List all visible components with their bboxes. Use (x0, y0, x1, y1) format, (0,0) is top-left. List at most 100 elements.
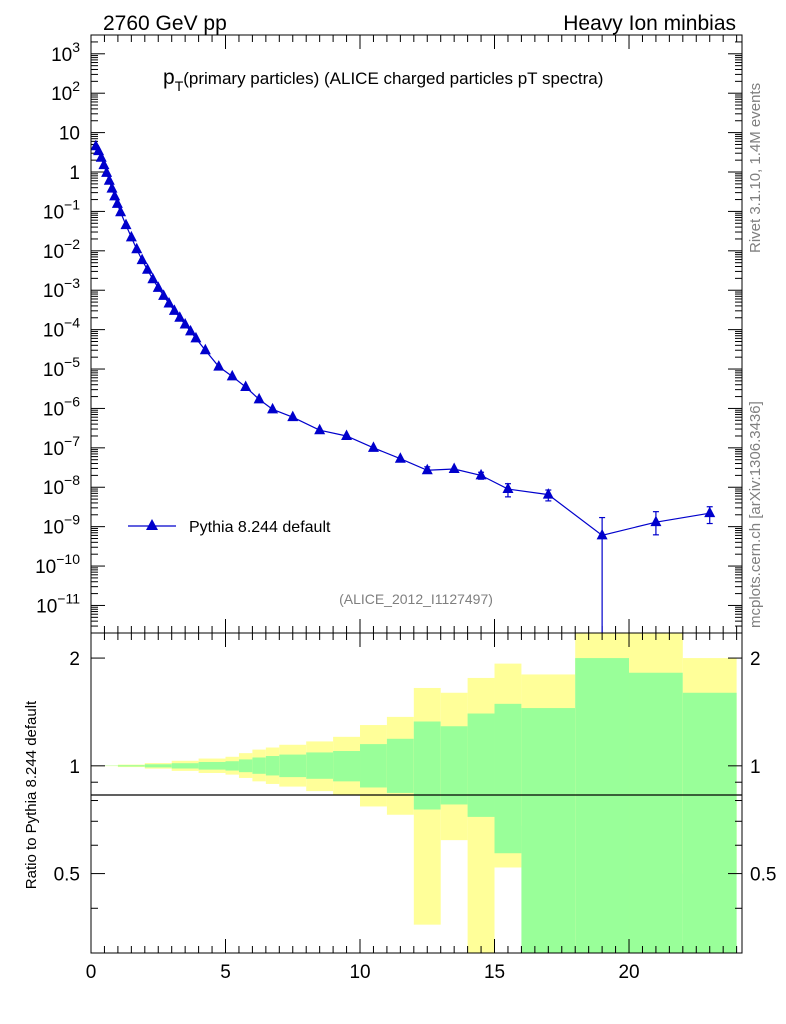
header-left: 2760 GeV pp (103, 12, 227, 35)
y-tick-label: 102 (51, 78, 80, 105)
inner-band (629, 672, 683, 953)
inner-band (198, 761, 226, 770)
data-point (394, 452, 406, 463)
y-tick-label: 10−11 (36, 590, 80, 617)
data-point (179, 317, 191, 329)
data-point (136, 253, 148, 265)
legend-label: Pythia 8.244 default (189, 519, 331, 536)
main-plot: pT(primary particles) (ALICE charged par… (35, 34, 743, 634)
data-point (120, 218, 132, 230)
y-tick-label: 10 (59, 124, 80, 145)
main-ticks: 10310210110−110−210−310−410−510−610−710−… (35, 34, 742, 634)
y-tick-label: 10−10 (35, 551, 80, 578)
data-point (704, 506, 716, 518)
data-point (190, 331, 202, 343)
ratio-y-tick-label-left: 0.5 (54, 865, 80, 886)
ratio-y-tick-label-right: 2 (750, 649, 761, 670)
data-point (125, 230, 137, 242)
title-sub: T (175, 78, 184, 94)
data-point (115, 205, 127, 217)
y-tick-label: 10−4 (43, 315, 80, 342)
data-point (314, 423, 326, 435)
data-point (152, 281, 164, 292)
y-tick-label: 10−3 (43, 275, 80, 302)
main-data (90, 139, 716, 633)
ratio-y-tick-label-right: 1 (750, 757, 761, 778)
inner-band (682, 692, 737, 953)
inner-band (306, 752, 334, 779)
inner-band (521, 708, 576, 953)
title-p: p (163, 66, 175, 89)
ratio-bands (91, 633, 737, 953)
inner-band (467, 713, 495, 817)
y-tick-label: 10−1 (43, 196, 80, 223)
data-point (542, 488, 554, 499)
title-rest: (primary particles) (ALICE charged parti… (183, 69, 603, 88)
data-point (421, 463, 433, 475)
y-tick-label: 10−2 (43, 236, 80, 263)
data-point (185, 324, 197, 336)
inner-band (252, 757, 266, 774)
data-point (475, 468, 487, 480)
data-point (111, 197, 123, 208)
header-right: Heavy Ion minbias (563, 12, 736, 35)
data-point (199, 343, 211, 355)
inner-band (386, 738, 414, 793)
data-point (106, 182, 118, 193)
x-tick-label: 15 (484, 962, 505, 983)
ratio-y-tick-label-left: 1 (69, 757, 80, 778)
y-tick-label: 10−8 (43, 472, 80, 499)
data-point (158, 289, 170, 300)
series-line (95, 145, 710, 537)
data-point (253, 392, 265, 404)
ratio-plot: 0.5 0.51 12 20 5 10 15 20 Ratio to Pythia 8.244… (23, 632, 776, 983)
data-point (267, 402, 279, 414)
x-tick-label: 5 (220, 962, 231, 983)
inner-band (238, 759, 253, 773)
ratio-y-tick-label-left: 2 (69, 649, 80, 670)
inner-band (171, 763, 199, 769)
data-point (101, 166, 113, 177)
data-point (448, 462, 460, 474)
y-tick-label: 10−7 (43, 433, 80, 460)
data-point (240, 380, 252, 391)
x-tick-label: 20 (618, 962, 639, 983)
data-point (168, 304, 180, 315)
data-point (98, 158, 110, 170)
y-tick-label: 10−5 (43, 354, 80, 381)
ratio-frame (90, 632, 743, 954)
ratio-ylabel: Ratio to Pythia 8.244 default (23, 700, 40, 889)
y-tick-label: 10−6 (43, 393, 80, 420)
ratio-y-tick-label-right: 0.5 (750, 865, 776, 886)
inner-band (360, 744, 387, 788)
legend-marker (146, 519, 158, 530)
data-point (163, 297, 175, 308)
data-point (341, 429, 353, 440)
data-point (287, 410, 299, 422)
mcplots-label: mcplots.cern.ch [arXiv:1306.3436] (747, 401, 764, 628)
data-point (213, 360, 225, 371)
data-point (226, 369, 238, 381)
data-point (502, 482, 514, 494)
data-point (147, 272, 159, 284)
y-tick-label: 103 (51, 39, 80, 66)
x-tick-label: 10 (349, 962, 370, 983)
data-point (141, 263, 153, 274)
inner-band (333, 751, 361, 782)
main-title: pT(primary particles) (ALICE charged par… (163, 66, 603, 94)
data-point (596, 528, 608, 540)
y-tick-label: 1 (69, 163, 80, 184)
rivet-label: Rivet 3.1.10, 1.4M events (747, 83, 764, 253)
inner-band (494, 703, 522, 854)
legend: Pythia 8.244 default (128, 519, 331, 536)
data-point (650, 515, 662, 527)
x-tick-label: 0 (86, 962, 97, 983)
ratio-ticks: 0.5 0.51 12 20 5 10 15 20 (54, 633, 776, 983)
data-point (103, 174, 115, 185)
y-tick-label: 10−9 (43, 512, 80, 539)
data-point (131, 242, 143, 254)
inner-band (413, 721, 441, 810)
data-point (367, 441, 379, 452)
inner-band (265, 756, 280, 776)
